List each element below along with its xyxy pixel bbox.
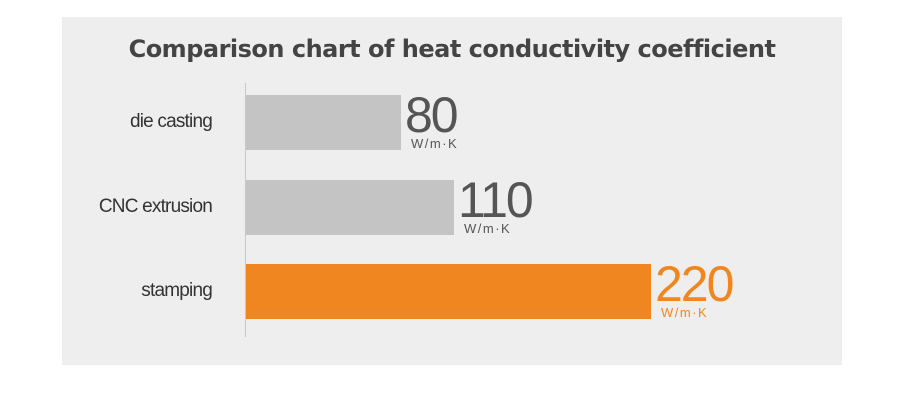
value-label: 220 — [655, 256, 734, 312]
chart-title: Comparison chart of heat conductivity co… — [128, 35, 776, 63]
y-axis-line — [245, 83, 246, 337]
bar — [246, 180, 454, 235]
value-label: 80 — [405, 87, 459, 143]
category-label: die casting — [129, 111, 213, 132]
value-label: 110 — [458, 172, 534, 228]
unit-label: W/m·K — [411, 136, 459, 151]
bar — [246, 264, 651, 319]
bar — [246, 95, 401, 150]
unit-label: W/m·K — [661, 305, 709, 320]
category-label: CNC extrusion — [98, 196, 213, 217]
unit-label: W/m·K — [464, 221, 512, 236]
category-label: stamping — [141, 280, 212, 301]
